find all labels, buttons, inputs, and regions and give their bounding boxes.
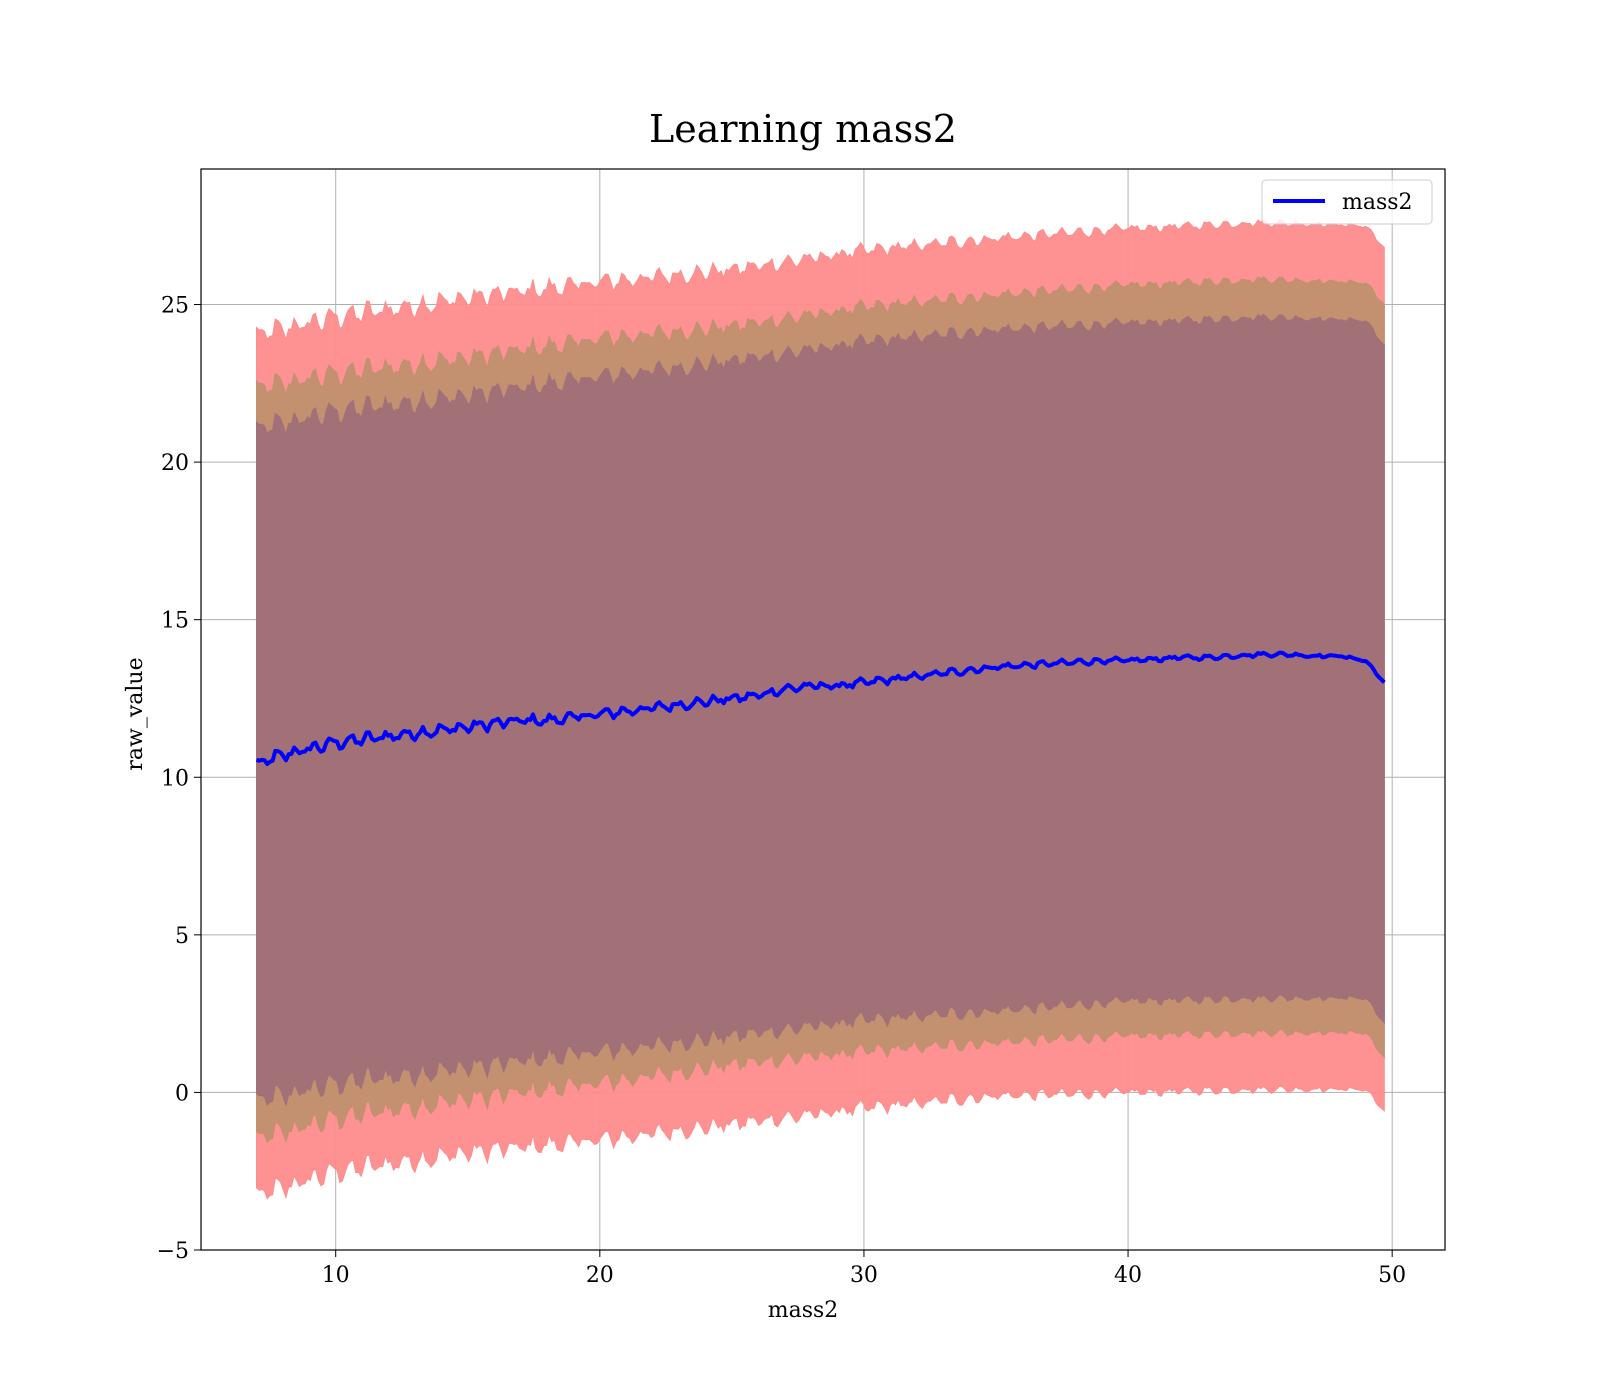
y-axis-label: raw_value xyxy=(123,657,148,770)
y-tick-label-4: 15 xyxy=(161,609,189,634)
y-tick-label-0: −5 xyxy=(157,1239,189,1264)
x-axis-label: mass2 xyxy=(768,1298,839,1323)
y-tick-label-3: 10 xyxy=(161,766,189,791)
band-2 xyxy=(256,313,1385,1107)
chart-title: Learning mass2 xyxy=(649,107,957,151)
y-tick-label-1: 0 xyxy=(175,1081,189,1106)
x-tick-label-0: 10 xyxy=(322,1263,350,1288)
axes-frame xyxy=(200,168,1446,1251)
y-tick-label-2: 5 xyxy=(175,924,189,949)
plot-area: 10 20 30 40 50 −5 0 5 10 15 20 25 xyxy=(157,168,1446,1288)
x-tick-label-1: 20 xyxy=(586,1263,614,1288)
x-tick-label-2: 30 xyxy=(850,1263,878,1288)
x-tick-label-3: 40 xyxy=(1114,1263,1142,1288)
legend-box xyxy=(1261,179,1433,225)
y-tick-label-5: 20 xyxy=(161,451,189,476)
series-line-mass2 xyxy=(255,650,1386,766)
legend: mass2 xyxy=(1261,179,1433,225)
bands-group xyxy=(255,219,1386,1200)
x-tick-label-4: 50 xyxy=(1378,1263,1406,1288)
y-tick-label-6: 25 xyxy=(161,294,189,319)
legend-label-mass2: mass2 xyxy=(1342,190,1413,215)
